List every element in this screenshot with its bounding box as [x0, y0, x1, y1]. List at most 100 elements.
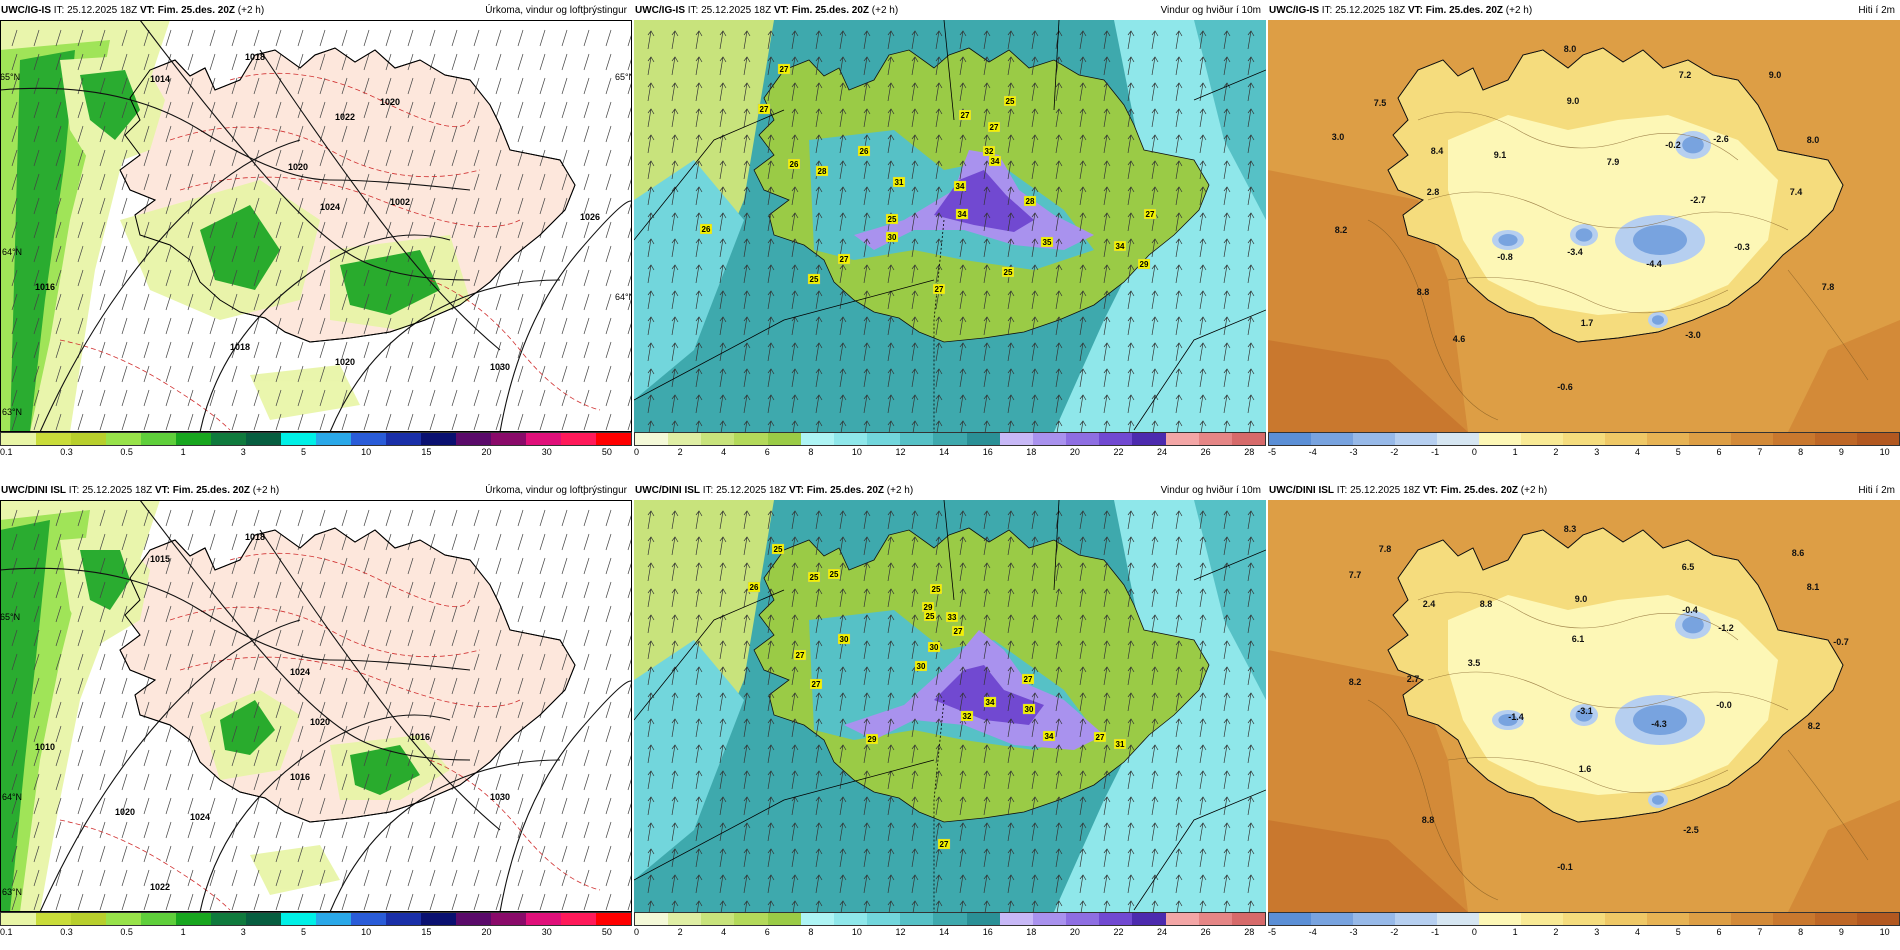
wind-barb [517, 293, 524, 311]
wind-barb [583, 797, 590, 815]
wind-arrow [839, 82, 847, 102]
wind-arrow [1223, 316, 1231, 336]
wind-barb [539, 749, 546, 767]
wind-arrow [1079, 562, 1087, 582]
isobar-label: 1014 [150, 74, 170, 84]
wind-arrow [1127, 316, 1135, 336]
init-time: 25.12.2025 18Z [701, 5, 772, 16]
wind-arrow [1199, 160, 1207, 180]
gust-label-box [757, 103, 771, 115]
gust-label-box [809, 678, 823, 690]
cold-spot [1682, 616, 1704, 634]
temp-label: 8.2 [1335, 225, 1348, 235]
map-panel-dini-precip: UWC/DINI ISL IT: 25.12.2025 18Z VT: Fim.… [0, 480, 632, 938]
wind-barb [275, 749, 282, 767]
wind-barb [605, 53, 612, 71]
wind-arrow [1007, 342, 1015, 362]
wind-barb [407, 581, 414, 599]
isobar-label: 1020 [335, 357, 355, 367]
isobar-label: 1020 [288, 162, 308, 172]
map-panel-igis-wind: UWC/IG-IS IT: 25.12.2025 18Z VT: Fim. 25… [634, 0, 1266, 458]
wind-arrow [911, 562, 919, 582]
wind-arrow [863, 588, 871, 608]
wind-arrow [1223, 238, 1231, 258]
colorbar-swatch [1353, 433, 1395, 445]
wind-barb [363, 173, 370, 191]
gust-label-box [988, 155, 1002, 167]
wind-arrow [719, 160, 727, 180]
wind-arrow [1247, 186, 1255, 206]
wind-arrow [1007, 666, 1015, 686]
init-time: 25.12.2025 18Z [1350, 485, 1421, 496]
wind-barb [605, 629, 612, 647]
wind-arrow [719, 108, 727, 128]
temp-zone [1788, 320, 1900, 432]
wind-barb [539, 701, 546, 719]
wind-arrow [743, 30, 751, 50]
temp-label: 8.8 [1422, 815, 1435, 825]
colorbar-tick-label: 20 [481, 447, 492, 457]
gust-label: 27 [796, 651, 805, 660]
colorbar-swatch [635, 433, 669, 445]
wind-arrow [1247, 640, 1255, 660]
wind-arrow [863, 900, 871, 912]
wind-barb [583, 29, 590, 47]
wind-barb [429, 29, 436, 47]
wind-barb [11, 677, 18, 695]
colorbar-swatch [1132, 913, 1166, 925]
colorbar-swatch [211, 913, 246, 925]
panel-title: Hiti í 2m [1858, 5, 1895, 16]
wind-arrow [1103, 290, 1111, 310]
temp-label: 7.4 [1790, 187, 1803, 197]
wind-barb [77, 173, 84, 191]
wind-barb [143, 269, 150, 287]
wind-barb [11, 365, 18, 383]
isobar-label: 1018 [245, 52, 265, 62]
isobar [0, 87, 471, 191]
wind-barb [561, 365, 568, 383]
wind-barb [407, 77, 414, 95]
colorbar-tick-label: 8 [808, 927, 814, 937]
wind-barb [473, 149, 480, 167]
wind-barb [517, 797, 524, 815]
gust-label: 30 [917, 662, 926, 671]
wind-arrow [911, 874, 919, 894]
wind-arrow [1175, 186, 1183, 206]
wind-arrow [767, 640, 775, 660]
wind-arrow [719, 536, 727, 556]
wind-arrow [1007, 562, 1015, 582]
wind-barb [253, 893, 260, 911]
colorbar-swatch [999, 433, 1033, 445]
wind-arrow [935, 316, 943, 336]
wind-barb [165, 101, 172, 119]
wind-barb [517, 701, 524, 719]
wind-barb [451, 125, 458, 143]
wind-barb [583, 773, 590, 791]
wind-arrow [1079, 238, 1087, 258]
wind-barb [605, 101, 612, 119]
colorbar-swatch [1, 913, 36, 925]
valid-time: Fim. 25.des. 20Z [172, 485, 251, 496]
wind-barb [517, 77, 524, 95]
wind-barb [385, 701, 392, 719]
wind-arrow [1151, 108, 1159, 128]
gust-label-box [771, 543, 785, 555]
colorbar-swatch [1479, 913, 1521, 925]
wind-barb [99, 629, 106, 647]
wind-barb [11, 797, 18, 815]
wind-arrow [1079, 342, 1087, 362]
wind-arrow [1151, 134, 1159, 154]
wind-barb [275, 869, 282, 887]
wind-arrow [719, 30, 727, 50]
wind-arrow [791, 134, 799, 154]
wind-barb [143, 101, 150, 119]
map-area: 27 27 26 26 28 26 27 25 30 25 31 34 34 32 34 28 25 27 27 25… [634, 20, 1266, 432]
colorbar-swatch [316, 433, 351, 445]
wind-barb [583, 149, 590, 167]
wind-arrow [1007, 30, 1015, 50]
wind-arrow [815, 212, 823, 232]
wind-barb [451, 533, 458, 551]
wind-barb [33, 317, 40, 335]
wind-arrow [1247, 82, 1255, 102]
wind-barb [231, 125, 238, 143]
